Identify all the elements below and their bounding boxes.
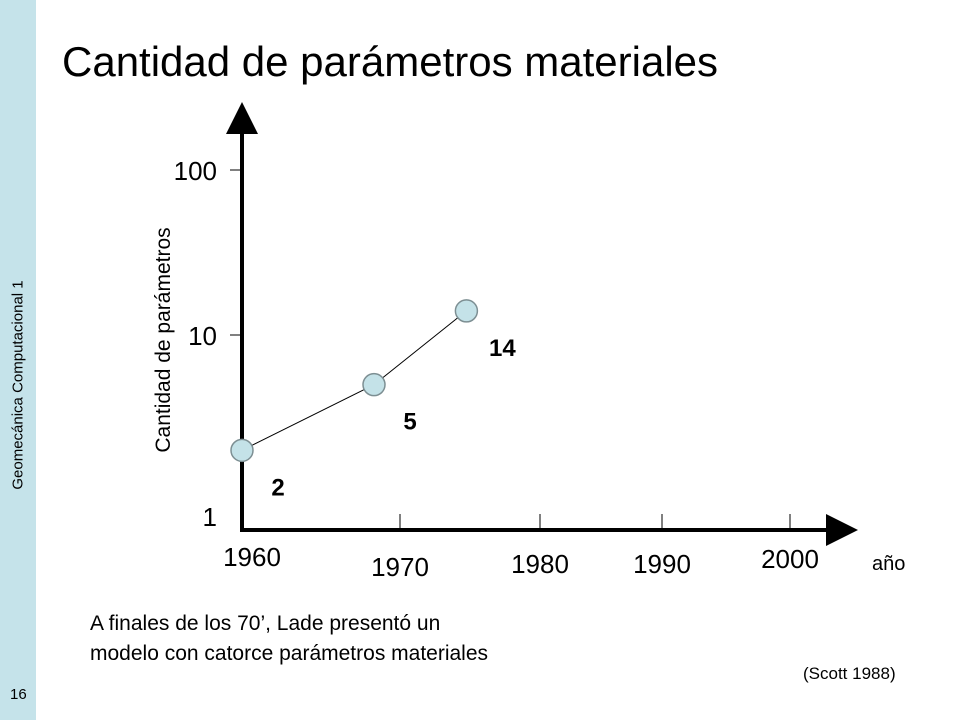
data-label: 5 bbox=[403, 409, 416, 436]
sidebar-band: Geomecánica Computacional 1 16 bbox=[0, 0, 36, 720]
x-axis-title: año bbox=[872, 553, 905, 575]
y-tick-label: 1 bbox=[203, 502, 217, 532]
y-tick-label: 10 bbox=[188, 321, 217, 351]
x-tick-label: 2000 bbox=[761, 544, 819, 574]
data-label: 2 bbox=[271, 474, 284, 501]
series-line bbox=[241, 310, 467, 451]
series-line-group: 2 5 14 bbox=[230, 299, 516, 501]
slide-number: 16 bbox=[10, 686, 27, 703]
data-point bbox=[230, 438, 254, 463]
y-tick-label: 100 bbox=[174, 156, 217, 186]
data-point bbox=[362, 372, 386, 397]
data-point bbox=[454, 299, 479, 323]
caption-line-2: modelo con catorce parámetros materiales bbox=[90, 642, 489, 665]
caption-line-1: A finales de los 70’, Lade presentó un bbox=[90, 612, 441, 635]
x-tick-label: 1970 bbox=[371, 552, 429, 582]
y-axis-title: Cantidad de parámetros bbox=[152, 227, 175, 452]
y-ticks: 1 10 100 bbox=[174, 156, 242, 532]
data-label: 14 bbox=[489, 335, 516, 362]
source-citation: (Scott 1988) bbox=[803, 664, 896, 683]
x-tick-label: 1980 bbox=[511, 549, 569, 579]
x-tick-label: 1960 bbox=[223, 542, 281, 572]
slide-title: Cantidad de parámetros materiales bbox=[62, 38, 719, 85]
x-tick-label: 1990 bbox=[633, 549, 691, 579]
x-ticks: 1960 1970 1980 1990 2000 bbox=[223, 514, 819, 582]
caption: A finales de los 70’, Lade presentó un m… bbox=[90, 609, 630, 669]
